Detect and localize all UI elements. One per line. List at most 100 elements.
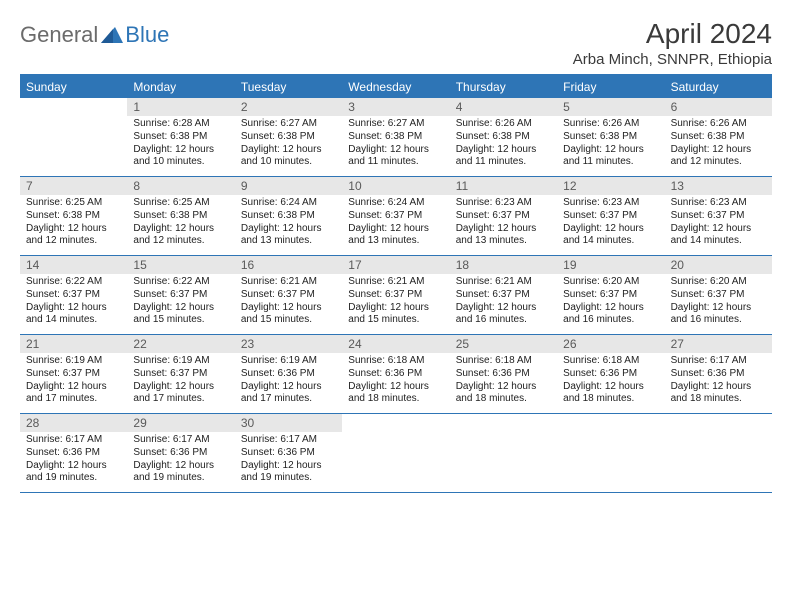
day-number: 22	[127, 335, 234, 353]
sunset-line: Sunset: 6:37 PM	[456, 289, 551, 302]
daylight-line: Daylight: 12 hours and 18 minutes.	[671, 381, 766, 407]
sunset-line: Sunset: 6:37 PM	[563, 210, 658, 223]
daylight-line: Daylight: 12 hours and 17 minutes.	[133, 381, 228, 407]
calendar-cell: 20Sunrise: 6:20 AMSunset: 6:37 PMDayligh…	[665, 256, 772, 334]
calendar-cell: 11Sunrise: 6:23 AMSunset: 6:37 PMDayligh…	[450, 177, 557, 255]
sunrise-line: Sunrise: 6:21 AM	[241, 276, 336, 289]
daylight-line: Daylight: 12 hours and 10 minutes.	[133, 144, 228, 170]
sunrise-line: Sunrise: 6:18 AM	[456, 355, 551, 368]
daylight-line: Daylight: 12 hours and 17 minutes.	[241, 381, 336, 407]
calendar-cell: 14Sunrise: 6:22 AMSunset: 6:37 PMDayligh…	[20, 256, 127, 334]
day-number: 26	[557, 335, 664, 353]
day-of-week-label: Wednesday	[342, 76, 449, 98]
daylight-line: Daylight: 12 hours and 18 minutes.	[563, 381, 658, 407]
sunset-line: Sunset: 6:37 PM	[241, 289, 336, 302]
day-number: 25	[450, 335, 557, 353]
day-details: Sunrise: 6:22 AMSunset: 6:37 PMDaylight:…	[127, 274, 234, 331]
title-block: April 2024 Arba Minch, SNNPR, Ethiopia	[573, 18, 772, 68]
day-details: Sunrise: 6:23 AMSunset: 6:37 PMDaylight:…	[665, 195, 772, 252]
sunrise-line: Sunrise: 6:27 AM	[241, 118, 336, 131]
sunset-line: Sunset: 6:36 PM	[671, 368, 766, 381]
calendar-cell: 22Sunrise: 6:19 AMSunset: 6:37 PMDayligh…	[127, 335, 234, 413]
day-number: 30	[235, 414, 342, 432]
calendar-cell: 25Sunrise: 6:18 AMSunset: 6:36 PMDayligh…	[450, 335, 557, 413]
day-number: 5	[557, 98, 664, 116]
sunset-line: Sunset: 6:37 PM	[133, 289, 228, 302]
calendar-cell-empty	[342, 414, 449, 492]
day-number: 6	[665, 98, 772, 116]
day-number: 20	[665, 256, 772, 274]
sunrise-line: Sunrise: 6:18 AM	[563, 355, 658, 368]
daylight-line: Daylight: 12 hours and 11 minutes.	[348, 144, 443, 170]
calendar-cell: 13Sunrise: 6:23 AMSunset: 6:37 PMDayligh…	[665, 177, 772, 255]
sunrise-line: Sunrise: 6:18 AM	[348, 355, 443, 368]
day-number: 19	[557, 256, 664, 274]
day-details: Sunrise: 6:24 AMSunset: 6:38 PMDaylight:…	[235, 195, 342, 252]
day-number: 14	[20, 256, 127, 274]
calendar-week-row: 1Sunrise: 6:28 AMSunset: 6:38 PMDaylight…	[20, 98, 772, 177]
calendar-cell: 5Sunrise: 6:26 AMSunset: 6:38 PMDaylight…	[557, 98, 664, 176]
sunset-line: Sunset: 6:37 PM	[348, 289, 443, 302]
day-details: Sunrise: 6:26 AMSunset: 6:38 PMDaylight:…	[557, 116, 664, 173]
calendar-cell: 8Sunrise: 6:25 AMSunset: 6:38 PMDaylight…	[127, 177, 234, 255]
calendar-cell-empty	[450, 414, 557, 492]
day-details: Sunrise: 6:27 AMSunset: 6:38 PMDaylight:…	[235, 116, 342, 173]
daylight-line: Daylight: 12 hours and 12 minutes.	[133, 223, 228, 249]
sunrise-line: Sunrise: 6:21 AM	[348, 276, 443, 289]
day-number	[557, 414, 664, 418]
calendar-cell: 17Sunrise: 6:21 AMSunset: 6:37 PMDayligh…	[342, 256, 449, 334]
sunset-line: Sunset: 6:38 PM	[133, 131, 228, 144]
sunrise-line: Sunrise: 6:24 AM	[241, 197, 336, 210]
daylight-line: Daylight: 12 hours and 19 minutes.	[133, 460, 228, 486]
day-number: 29	[127, 414, 234, 432]
day-details: Sunrise: 6:19 AMSunset: 6:37 PMDaylight:…	[127, 353, 234, 410]
sunrise-line: Sunrise: 6:25 AM	[133, 197, 228, 210]
sunrise-line: Sunrise: 6:22 AM	[26, 276, 121, 289]
sunrise-line: Sunrise: 6:19 AM	[133, 355, 228, 368]
calendar-cell: 30Sunrise: 6:17 AMSunset: 6:36 PMDayligh…	[235, 414, 342, 492]
daylight-line: Daylight: 12 hours and 14 minutes.	[563, 223, 658, 249]
sunset-line: Sunset: 6:38 PM	[348, 131, 443, 144]
day-details: Sunrise: 6:25 AMSunset: 6:38 PMDaylight:…	[127, 195, 234, 252]
day-number: 4	[450, 98, 557, 116]
daylight-line: Daylight: 12 hours and 18 minutes.	[348, 381, 443, 407]
daylight-line: Daylight: 12 hours and 17 minutes.	[26, 381, 121, 407]
calendar-cell: 27Sunrise: 6:17 AMSunset: 6:36 PMDayligh…	[665, 335, 772, 413]
sunset-line: Sunset: 6:38 PM	[671, 131, 766, 144]
day-number: 10	[342, 177, 449, 195]
day-number: 27	[665, 335, 772, 353]
calendar-week-row: 21Sunrise: 6:19 AMSunset: 6:37 PMDayligh…	[20, 335, 772, 414]
daylight-line: Daylight: 12 hours and 10 minutes.	[241, 144, 336, 170]
day-number: 23	[235, 335, 342, 353]
daylight-line: Daylight: 12 hours and 12 minutes.	[26, 223, 121, 249]
calendar-week-row: 14Sunrise: 6:22 AMSunset: 6:37 PMDayligh…	[20, 256, 772, 335]
day-details: Sunrise: 6:18 AMSunset: 6:36 PMDaylight:…	[557, 353, 664, 410]
sunrise-line: Sunrise: 6:20 AM	[671, 276, 766, 289]
logo-sail-icon	[101, 27, 123, 43]
daylight-line: Daylight: 12 hours and 11 minutes.	[456, 144, 551, 170]
calendar-cell: 29Sunrise: 6:17 AMSunset: 6:36 PMDayligh…	[127, 414, 234, 492]
day-details: Sunrise: 6:23 AMSunset: 6:37 PMDaylight:…	[450, 195, 557, 252]
day-details: Sunrise: 6:19 AMSunset: 6:36 PMDaylight:…	[235, 353, 342, 410]
calendar-week-row: 28Sunrise: 6:17 AMSunset: 6:36 PMDayligh…	[20, 414, 772, 493]
calendar-cell: 3 Sunrise: 6:27 AMSunset: 6:38 PMDaylight…	[342, 98, 449, 176]
calendar-cell: 7Sunrise: 6:25 AMSunset: 6:38 PMDaylight…	[20, 177, 127, 255]
calendar-cell: 15Sunrise: 6:22 AMSunset: 6:37 PMDayligh…	[127, 256, 234, 334]
day-details: Sunrise: 6:21 AMSunset: 6:37 PMDaylight:…	[342, 274, 449, 331]
day-of-week-header: SundayMondayTuesdayWednesdayThursdayFrid…	[20, 76, 772, 98]
sunrise-line: Sunrise: 6:22 AM	[133, 276, 228, 289]
sunset-line: Sunset: 6:38 PM	[563, 131, 658, 144]
calendar-cell-empty	[20, 98, 127, 176]
day-number: 1	[127, 98, 234, 116]
daylight-line: Daylight: 12 hours and 15 minutes.	[348, 302, 443, 328]
daylight-line: Daylight: 12 hours and 13 minutes.	[241, 223, 336, 249]
page-title: April 2024	[573, 18, 772, 50]
sunrise-line: Sunrise: 6:27 AM	[348, 118, 443, 131]
calendar-page: General Blue April 2024 Arba Minch, SNNP…	[0, 0, 792, 493]
day-of-week-label: Saturday	[665, 76, 772, 98]
calendar-cell: 12Sunrise: 6:23 AMSunset: 6:37 PMDayligh…	[557, 177, 664, 255]
sunset-line: Sunset: 6:37 PM	[26, 289, 121, 302]
day-number: 3	[342, 98, 449, 116]
daylight-line: Daylight: 12 hours and 16 minutes.	[671, 302, 766, 328]
day-details: Sunrise: 6:19 AMSunset: 6:37 PMDaylight:…	[20, 353, 127, 410]
